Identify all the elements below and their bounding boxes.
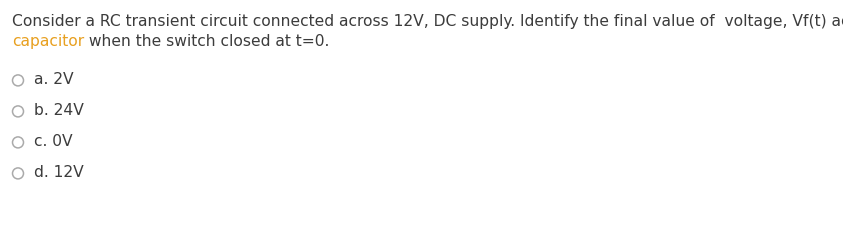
Text: capacitor: capacitor [12,34,84,49]
Text: when the switch closed at t=0.: when the switch closed at t=0. [84,34,330,49]
Text: b. 24V: b. 24V [34,103,83,118]
Text: a. 2V: a. 2V [34,72,73,87]
Text: c. 0V: c. 0V [34,134,72,149]
Text: d. 12V: d. 12V [34,165,83,180]
Text: Consider a RC transient circuit connected across 12V, DC supply. Identify the fi: Consider a RC transient circuit connecte… [12,14,843,29]
